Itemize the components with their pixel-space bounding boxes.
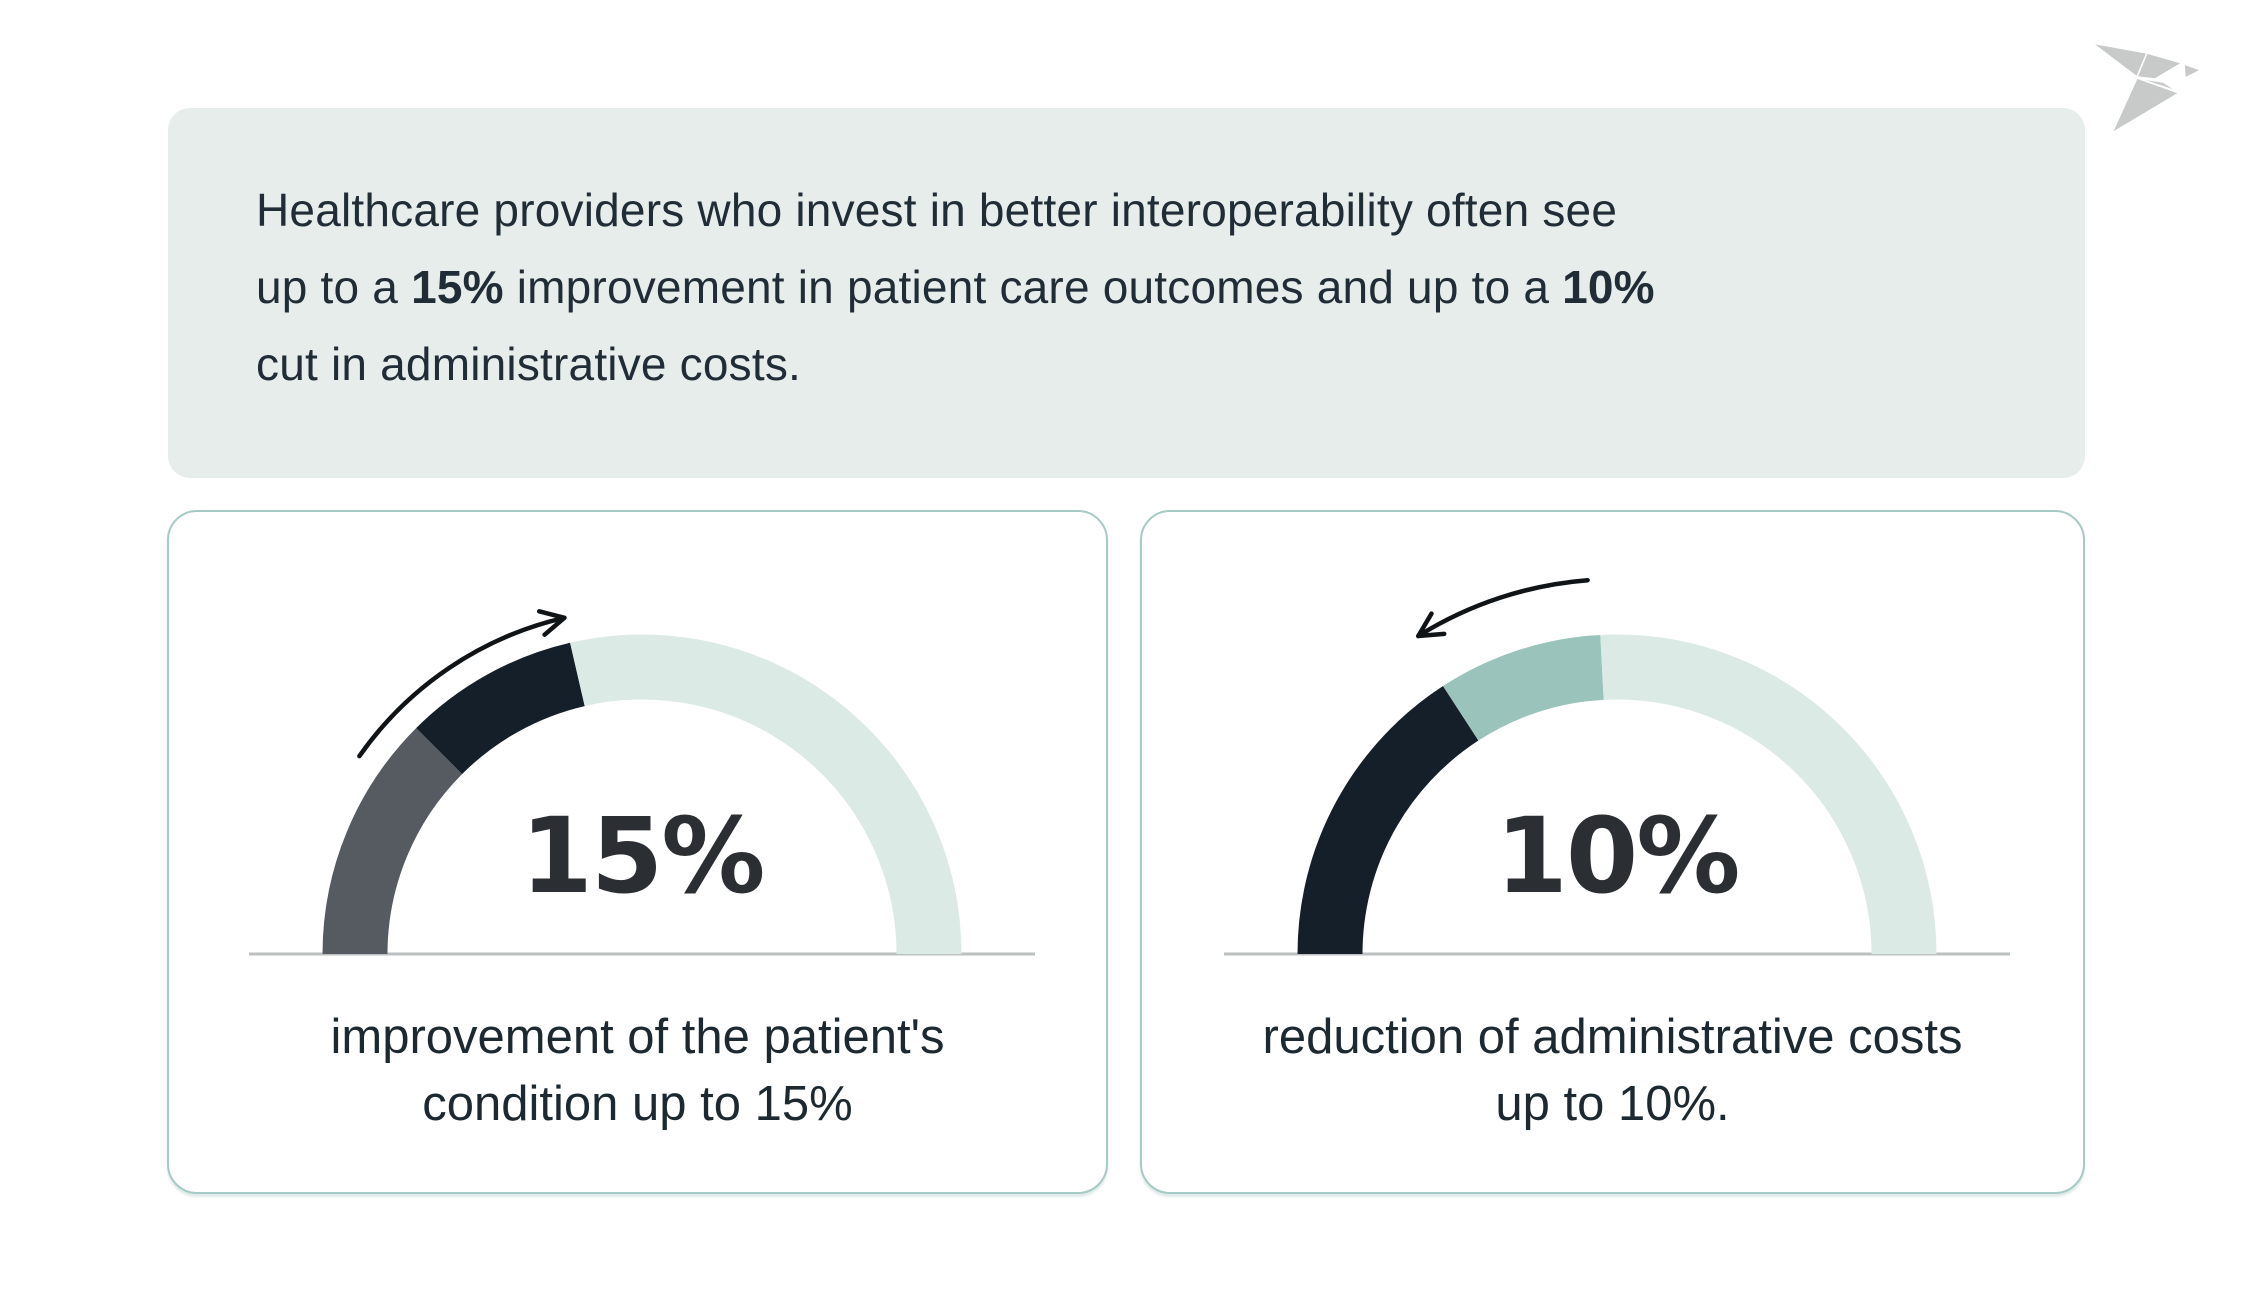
gauge-segment-teal [1442, 634, 1604, 741]
banner-stat: 15% [411, 261, 504, 313]
gauge-value: 15% [520, 795, 763, 917]
trend-arrow-curve [1415, 577, 1590, 639]
bird-tail [2110, 77, 2181, 135]
banner-line: up to a 15% improvement in patient care … [256, 249, 2007, 326]
card-admin-costs: 10% reduction of administrative costs up… [1140, 510, 2085, 1194]
gauge-segment-dark [1297, 686, 1479, 955]
gauge-value: 10% [1495, 795, 1738, 917]
banner-text-segment: improvement in patient care outcomes and… [503, 261, 1563, 313]
gauge-segment-mint [569, 634, 961, 955]
trend-arrow-curve [356, 615, 567, 759]
gauge-segment-gray [322, 728, 462, 955]
banner-stat: 10% [1562, 261, 1655, 313]
banner-line: cut in administrative costs. [256, 326, 2007, 403]
banner-text-segment: cut in administrative costs. [256, 338, 802, 390]
banner-text: Healthcare providers who invest in bette… [168, 108, 2085, 403]
bird-head [2135, 52, 2184, 80]
gauge-segment-mint [1599, 634, 1936, 955]
gauge-caption: reduction of administrative costs up to … [1262, 1010, 1963, 1131]
gauge-chart-10: 10% [1223, 577, 2010, 956]
gauge-caption: improvement of the patient's condition u… [330, 1010, 945, 1131]
card-patient-outcomes: 15% improvement of the patient's conditi… [167, 510, 1108, 1194]
banner-line: Healthcare providers who invest in bette… [256, 172, 2007, 249]
statement-banner: Healthcare providers who invest in bette… [168, 108, 2085, 478]
gauge-segment-dark [415, 642, 585, 775]
trend-arrow-head [1415, 611, 1446, 639]
bird-beak [2183, 62, 2203, 80]
origami-bird-logo [2091, 42, 2203, 135]
gauge-chart-15: 15% [248, 609, 1035, 956]
trend-arrow-head [536, 609, 567, 637]
banner-text-segment: up to a [256, 261, 412, 313]
banner-text-segment: Healthcare providers who invest in bette… [256, 184, 1618, 236]
